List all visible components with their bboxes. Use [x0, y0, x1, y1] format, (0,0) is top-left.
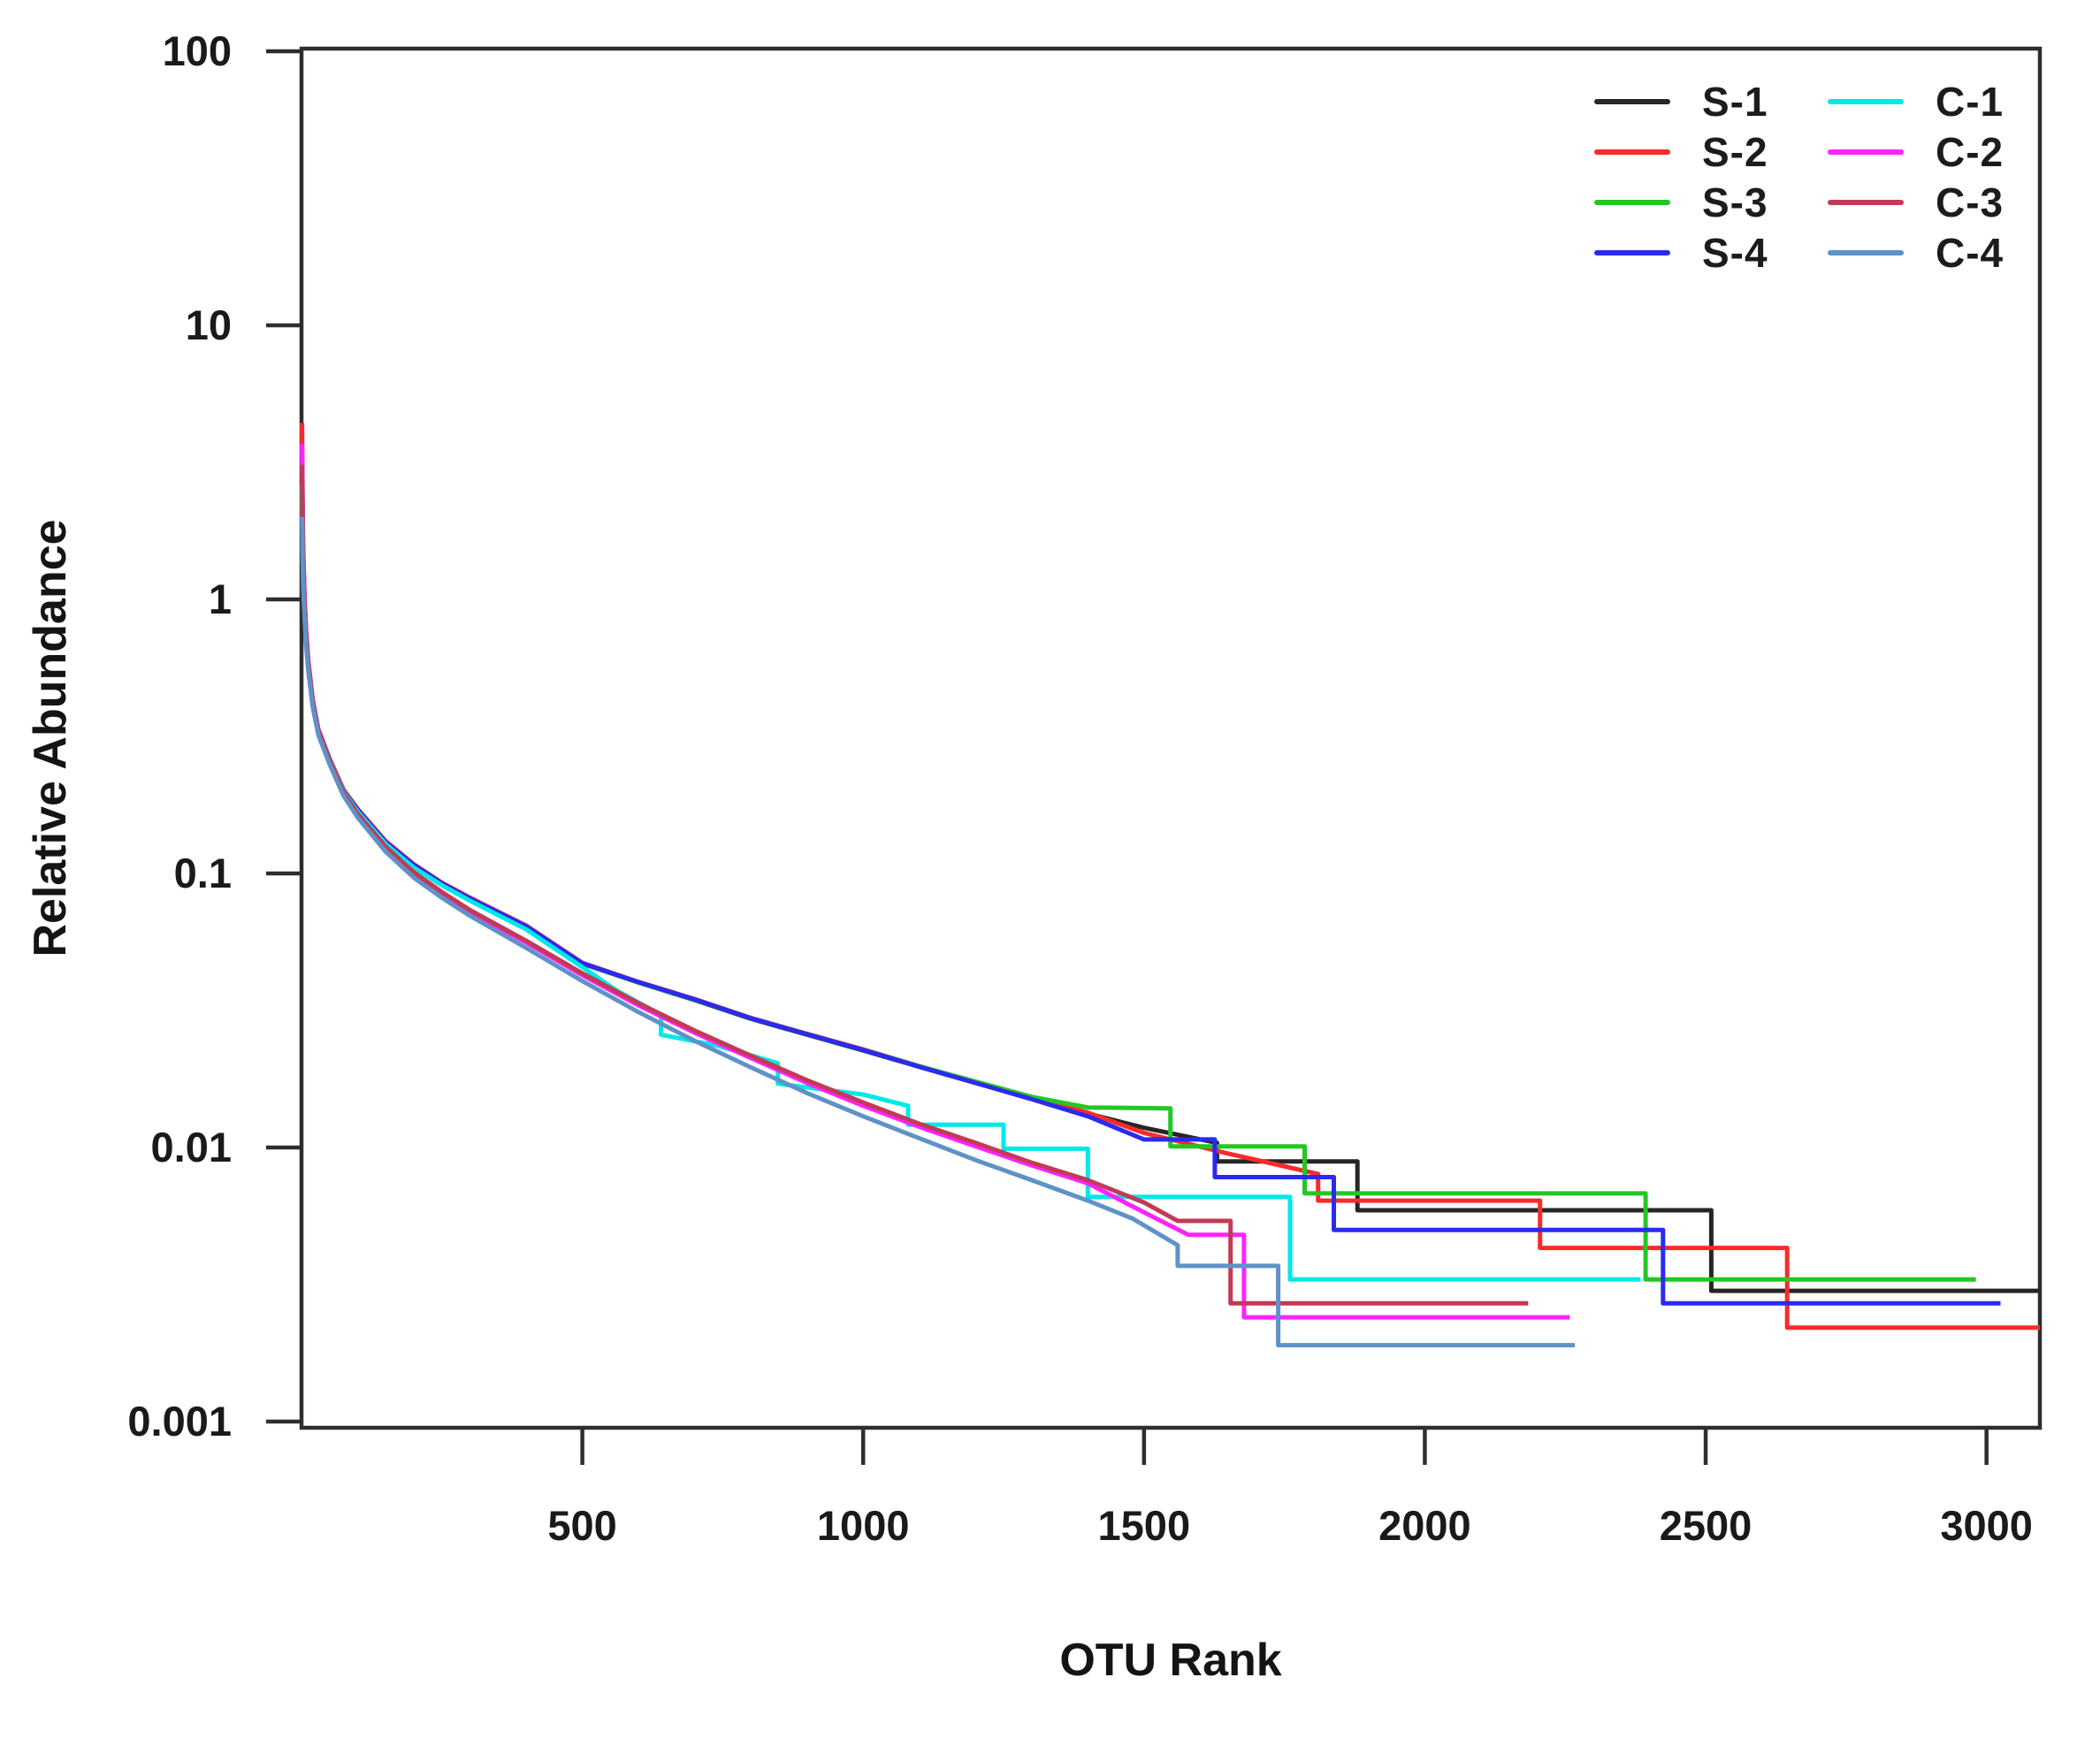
legend-label-c4: C-4: [1936, 230, 2005, 277]
legend-label-s4: S-4: [1702, 230, 1768, 277]
series-S-2: [300, 423, 2040, 1330]
legend-item-s4: S-4: [1594, 228, 1768, 278]
series-S-4: [300, 457, 2001, 1306]
legend-item-c3: C-3: [1828, 177, 2004, 227]
legend-label-c3: C-3: [1936, 179, 2005, 225]
y-axis-ticks: 100 10 1 0.1 0.01 0.001: [127, 27, 302, 1445]
legend-item-s1: S-1: [1594, 76, 1768, 126]
y-tick-label: 1: [209, 576, 232, 622]
legend-item-c2: C-2: [1828, 126, 2004, 177]
legend-label-s1: S-1: [1702, 78, 1768, 125]
series-C-4: [300, 516, 1575, 1348]
legend-swatch-c3-line: [1828, 199, 1904, 205]
legend-swatch-c4-line: [1828, 250, 1904, 256]
y-tick-label: 10: [186, 301, 232, 348]
legend-column-c: C-1 C-2 C-3 C-4: [1828, 76, 2004, 278]
legend-label-s3: S-3: [1702, 179, 1768, 225]
legend-item-c1: C-1: [1828, 76, 2004, 126]
x-axis-ticks: 500 1000 1500 2000 2500 3000: [547, 1428, 2033, 1549]
x-tick-label: 1000: [817, 1502, 910, 1549]
x-tick-label: 3000: [1940, 1502, 2033, 1549]
y-tick-label: 100: [163, 27, 232, 74]
legend-swatch-s3-line: [1594, 199, 1670, 205]
y-tick-label: 0.1: [174, 850, 232, 896]
y-tick-label: 0.001: [127, 1398, 232, 1445]
legend-label-c2: C-2: [1936, 128, 2005, 175]
legend: S-1 S-2 S-3 S-4 C-1 C-2: [0, 76, 2100, 288]
legend-item-s3: S-3: [1594, 177, 1768, 227]
y-axis-title: Relative Abundance: [25, 519, 76, 957]
x-tick-label: 2000: [1378, 1502, 1471, 1549]
series-C-3: [300, 464, 1529, 1306]
x-axis-title: OTU Rank: [1059, 1635, 1282, 1686]
legend-swatch-s4-line: [1594, 250, 1670, 256]
x-tick-label: 2500: [1660, 1502, 1753, 1549]
series-lines: [300, 423, 2040, 1348]
legend-column-s: S-1 S-2 S-3 S-4: [1594, 76, 1768, 278]
series-S-1: [300, 472, 2040, 1293]
legend-label-c1: C-1: [1936, 78, 2005, 125]
legend-swatch-c1-line: [1828, 98, 1904, 104]
series-S-3: [300, 499, 1976, 1282]
plot-frame: [299, 46, 2043, 1430]
y-tick-label: 0.01: [151, 1124, 232, 1170]
series-C-2: [300, 443, 1570, 1320]
legend-label-s2: S-2: [1702, 128, 1768, 175]
legend-swatch-s1-line: [1594, 98, 1670, 104]
legend-swatch-c2-line: [1828, 149, 1904, 155]
x-tick-label: 500: [547, 1502, 616, 1549]
x-tick-label: 1500: [1098, 1502, 1191, 1549]
legend-swatch-s2-line: [1594, 149, 1670, 155]
legend-item-c4: C-4: [1828, 228, 2004, 278]
legend-item-s2: S-2: [1594, 126, 1768, 177]
